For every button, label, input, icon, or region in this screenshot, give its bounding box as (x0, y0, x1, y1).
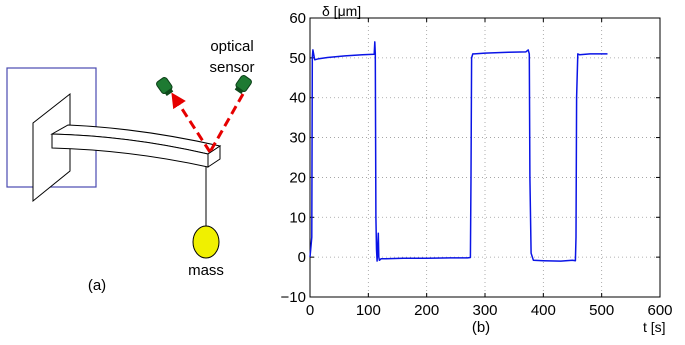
x-tick-label: 400 (531, 302, 556, 319)
y-tick-label: 10 (289, 209, 306, 226)
x-tick-label: 0 (306, 302, 314, 319)
x-tick-label: 100 (356, 302, 381, 319)
y-tick-label: 40 (289, 90, 306, 107)
mass-icon (192, 225, 220, 259)
chart-grid (310, 18, 660, 297)
x-tick-label: 300 (472, 302, 497, 319)
y-tick-label: 0 (298, 249, 306, 266)
reflected-laser-beam (171, 92, 212, 153)
x-axis-label: t [s] (643, 319, 666, 335)
optical-sensor-label-line2: sensor (209, 59, 254, 76)
y-tick-label: 20 (289, 169, 306, 186)
mass-label: mass (188, 262, 224, 279)
optical-sensor-right-icon (234, 75, 252, 95)
y-tick-label: 50 (289, 50, 306, 67)
cantilever-diagram: mass optical sensor (a) (6, 38, 255, 294)
optical-sensor-left-icon (156, 77, 174, 97)
optical-sensor-label-line1: optical (210, 38, 253, 55)
x-tick-label: 600 (647, 302, 672, 319)
panel-a-label: (a) (88, 277, 106, 294)
y-tick-label: −10 (281, 289, 306, 306)
displacement-series-line (309, 41, 608, 262)
plot-frame (309, 17, 661, 298)
y-tick-label: 30 (289, 130, 306, 147)
y-tick-label: 60 (289, 10, 306, 27)
x-tick-label: 500 (589, 302, 614, 319)
cantilever-beam-end (207, 145, 221, 168)
y-axis-label: δ [μm] (322, 3, 361, 19)
panel-b-label: (b) (472, 319, 490, 336)
incident-laser-beam (208, 93, 245, 153)
x-tick-label: 200 (414, 302, 439, 319)
